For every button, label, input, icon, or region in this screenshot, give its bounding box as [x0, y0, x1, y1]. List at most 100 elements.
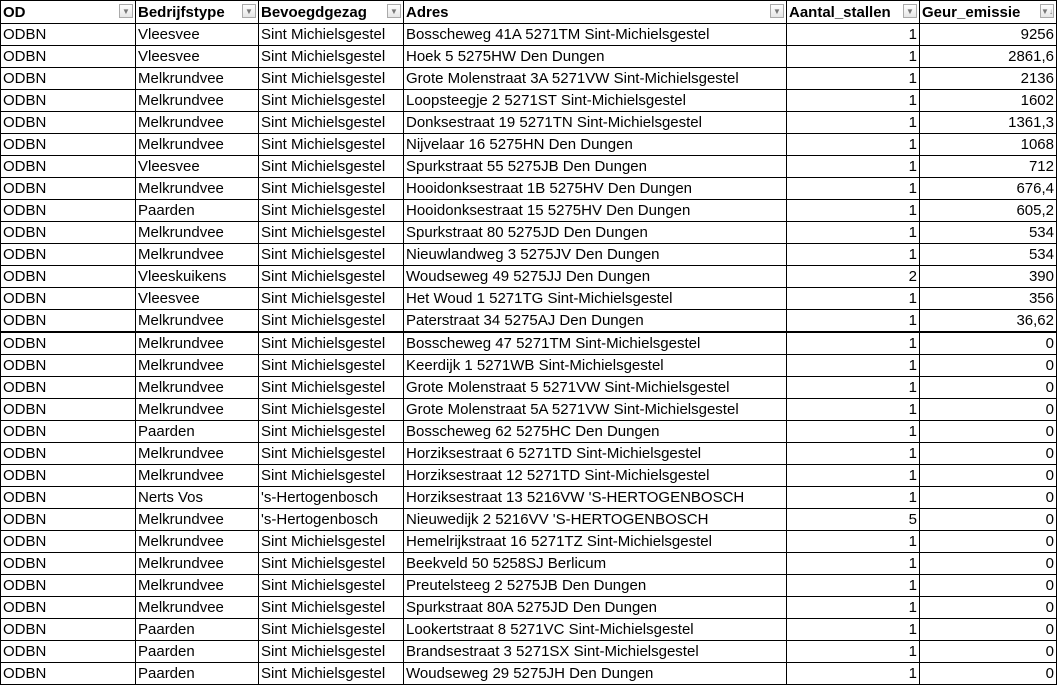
cell-bevoegdgezag[interactable]: Sint Michielsgestel [258, 640, 404, 663]
cell-od[interactable]: ODBN [0, 89, 136, 112]
cell-geur-emissie[interactable]: 0 [919, 530, 1057, 553]
cell-bedrijfstype[interactable]: Melkrundvee [135, 596, 259, 619]
cell-bedrijfstype[interactable]: Paarden [135, 618, 259, 641]
cell-bedrijfstype[interactable]: Melkrundvee [135, 177, 259, 200]
cell-od[interactable]: ODBN [0, 486, 136, 509]
cell-adres[interactable]: Nieuwlandweg 3 5275JV Den Dungen [403, 243, 787, 266]
cell-aantal-stallen[interactable]: 1 [786, 243, 920, 266]
cell-adres[interactable]: Preutelsteeg 2 5275JB Den Dungen [403, 574, 787, 597]
cell-aantal-stallen[interactable]: 1 [786, 23, 920, 46]
cell-geur-emissie[interactable]: 0 [919, 640, 1057, 663]
cell-geur-emissie[interactable]: 0 [919, 464, 1057, 487]
cell-adres[interactable]: Hooidonksestraat 15 5275HV Den Dungen [403, 199, 787, 222]
cell-bevoegdgezag[interactable]: Sint Michielsgestel [258, 662, 404, 685]
cell-bevoegdgezag[interactable]: Sint Michielsgestel [258, 618, 404, 641]
cell-bevoegdgezag[interactable]: Sint Michielsgestel [258, 331, 404, 355]
cell-geur-emissie[interactable]: 0 [919, 552, 1057, 575]
cell-geur-emissie[interactable]: 0 [919, 596, 1057, 619]
cell-adres[interactable]: Horziksestraat 12 5271TD Sint-Michielsge… [403, 464, 787, 487]
cell-aantal-stallen[interactable]: 1 [786, 309, 920, 333]
cell-od[interactable]: ODBN [0, 398, 136, 421]
cell-bevoegdgezag[interactable]: Sint Michielsgestel [258, 89, 404, 112]
cell-bevoegdgezag[interactable]: Sint Michielsgestel [258, 552, 404, 575]
cell-geur-emissie[interactable]: 0 [919, 486, 1057, 509]
cell-bevoegdgezag[interactable]: Sint Michielsgestel [258, 177, 404, 200]
cell-bevoegdgezag[interactable]: Sint Michielsgestel [258, 111, 404, 134]
cell-od[interactable]: ODBN [0, 354, 136, 377]
cell-od[interactable]: ODBN [0, 596, 136, 619]
cell-bedrijfstype[interactable]: Vleeskuikens [135, 265, 259, 288]
cell-bedrijfstype[interactable]: Melkrundvee [135, 398, 259, 421]
cell-bedrijfstype[interactable]: Melkrundvee [135, 67, 259, 90]
sort-descending-filter-icon[interactable]: ▼↓ [1040, 4, 1054, 18]
cell-geur-emissie[interactable]: 0 [919, 398, 1057, 421]
cell-bedrijfstype[interactable]: Paarden [135, 420, 259, 443]
cell-bevoegdgezag[interactable]: Sint Michielsgestel [258, 67, 404, 90]
cell-geur-emissie[interactable]: 9256 [919, 23, 1057, 46]
cell-adres[interactable]: Hemelrijkstraat 16 5271TZ Sint-Michielsg… [403, 530, 787, 553]
cell-aantal-stallen[interactable]: 1 [786, 486, 920, 509]
cell-geur-emissie[interactable]: 1602 [919, 89, 1057, 112]
filter-dropdown-icon[interactable]: ▼ [242, 4, 256, 18]
cell-aantal-stallen[interactable]: 1 [786, 662, 920, 685]
filter-dropdown-icon[interactable]: ▼ [387, 4, 401, 18]
cell-bedrijfstype[interactable]: Melkrundvee [135, 354, 259, 377]
cell-aantal-stallen[interactable]: 1 [786, 420, 920, 443]
cell-od[interactable]: ODBN [0, 574, 136, 597]
cell-aantal-stallen[interactable]: 1 [786, 67, 920, 90]
cell-od[interactable]: ODBN [0, 376, 136, 399]
cell-bedrijfstype[interactable]: Melkrundvee [135, 464, 259, 487]
cell-geur-emissie[interactable]: 1361,3 [919, 111, 1057, 134]
cell-aantal-stallen[interactable]: 1 [786, 354, 920, 377]
cell-bevoegdgezag[interactable]: Sint Michielsgestel [258, 530, 404, 553]
cell-adres[interactable]: Nieuwedijk 2 5216VV 'S-HERTOGENBOSCH [403, 508, 787, 531]
cell-adres[interactable]: Spurkstraat 80A 5275JD Den Dungen [403, 596, 787, 619]
cell-bedrijfstype[interactable]: Melkrundvee [135, 552, 259, 575]
cell-adres[interactable]: Bosscheweg 62 5275HC Den Dungen [403, 420, 787, 443]
cell-bedrijfstype[interactable]: Melkrundvee [135, 530, 259, 553]
filter-dropdown-icon[interactable]: ▼ [770, 4, 784, 18]
cell-adres[interactable]: Paterstraat 34 5275AJ Den Dungen [403, 309, 787, 333]
cell-geur-emissie[interactable]: 0 [919, 508, 1057, 531]
cell-geur-emissie[interactable]: 356 [919, 287, 1057, 310]
cell-adres[interactable]: Loopsteegje 2 5271ST Sint-Michielsgestel [403, 89, 787, 112]
cell-bevoegdgezag[interactable]: Sint Michielsgestel [258, 287, 404, 310]
cell-bevoegdgezag[interactable]: Sint Michielsgestel [258, 442, 404, 465]
cell-bedrijfstype[interactable]: Melkrundvee [135, 574, 259, 597]
cell-od[interactable]: ODBN [0, 177, 136, 200]
cell-geur-emissie[interactable]: 0 [919, 662, 1057, 685]
cell-od[interactable]: ODBN [0, 45, 136, 68]
cell-aantal-stallen[interactable]: 1 [786, 89, 920, 112]
cell-geur-emissie[interactable]: 0 [919, 442, 1057, 465]
cell-aantal-stallen[interactable]: 1 [786, 398, 920, 421]
cell-od[interactable]: ODBN [0, 243, 136, 266]
cell-bevoegdgezag[interactable]: Sint Michielsgestel [258, 376, 404, 399]
cell-geur-emissie[interactable]: 534 [919, 243, 1057, 266]
cell-geur-emissie[interactable]: 0 [919, 331, 1057, 355]
cell-adres[interactable]: Brandsestraat 3 5271SX Sint-Michielsgest… [403, 640, 787, 663]
cell-geur-emissie[interactable]: 676,4 [919, 177, 1057, 200]
cell-bevoegdgezag[interactable]: Sint Michielsgestel [258, 354, 404, 377]
cell-aantal-stallen[interactable]: 1 [786, 464, 920, 487]
cell-geur-emissie[interactable]: 0 [919, 376, 1057, 399]
cell-adres[interactable]: Donksestraat 19 5271TN Sint-Michielsgest… [403, 111, 787, 134]
cell-bedrijfstype[interactable]: Paarden [135, 640, 259, 663]
cell-bevoegdgezag[interactable]: 's-Hertogenbosch [258, 486, 404, 509]
cell-bedrijfstype[interactable]: Paarden [135, 662, 259, 685]
cell-bedrijfstype[interactable]: Vleesvee [135, 23, 259, 46]
cell-bedrijfstype[interactable]: Vleesvee [135, 287, 259, 310]
cell-geur-emissie[interactable]: 390 [919, 265, 1057, 288]
cell-bevoegdgezag[interactable]: Sint Michielsgestel [258, 574, 404, 597]
cell-geur-emissie[interactable]: 0 [919, 618, 1057, 641]
cell-aantal-stallen[interactable]: 1 [786, 133, 920, 156]
cell-adres[interactable]: Horziksestraat 13 5216VW 'S-HERTOGENBOSC… [403, 486, 787, 509]
cell-bevoegdgezag[interactable]: Sint Michielsgestel [258, 596, 404, 619]
cell-bevoegdgezag[interactable]: 's-Hertogenbosch [258, 508, 404, 531]
cell-aantal-stallen[interactable]: 1 [786, 640, 920, 663]
cell-od[interactable]: ODBN [0, 265, 136, 288]
cell-od[interactable]: ODBN [0, 199, 136, 222]
cell-bevoegdgezag[interactable]: Sint Michielsgestel [258, 133, 404, 156]
cell-aantal-stallen[interactable]: 1 [786, 199, 920, 222]
cell-od[interactable]: ODBN [0, 530, 136, 553]
filter-dropdown-icon[interactable]: ▼ [119, 4, 133, 18]
